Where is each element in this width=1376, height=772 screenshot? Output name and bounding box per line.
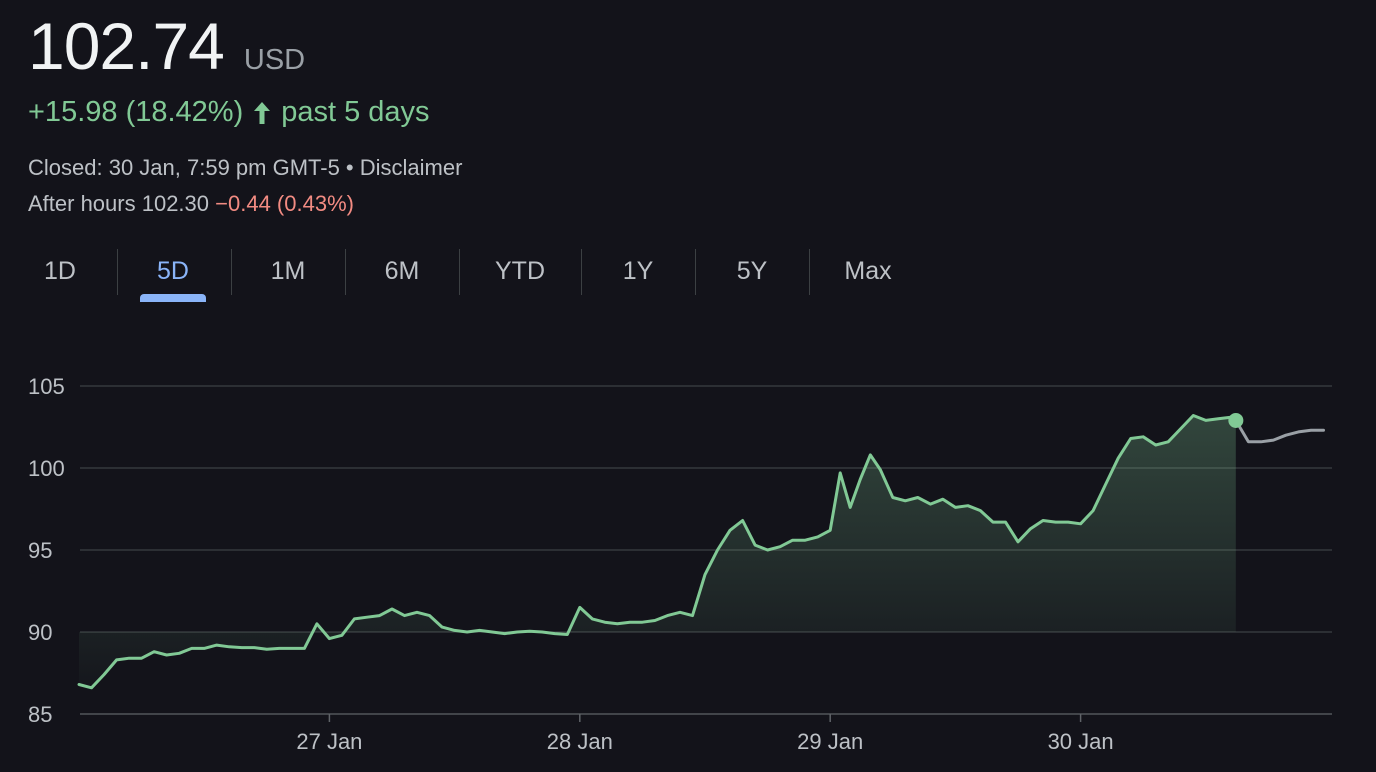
price-header: 102.74 USD: [28, 6, 305, 86]
y-tick-label: 105: [28, 374, 65, 399]
tab-1d[interactable]: 1D: [44, 257, 76, 285]
after-hours-price: After hours 102.30: [28, 191, 210, 216]
y-tick-label: 90: [28, 620, 52, 645]
after-hours-change: −0.44 (0.43%): [215, 191, 354, 216]
tab-1m[interactable]: 1M: [270, 257, 306, 285]
change-value: +15.98 (18.42%): [28, 96, 244, 128]
last-close-point: [1228, 412, 1244, 428]
tab-6m[interactable]: 6M: [384, 257, 420, 285]
after-hours-info: After hours 102.30 −0.44 (0.43%): [28, 191, 354, 217]
change-period: past 5 days: [281, 96, 430, 128]
tab-divider: [117, 249, 118, 295]
tab-divider: [695, 249, 696, 295]
current-price: 102.74: [28, 9, 225, 83]
x-tick-label: 30 Jan: [1048, 729, 1114, 754]
y-tick-label: 100: [28, 456, 65, 481]
x-tick-label: 28 Jan: [547, 729, 613, 754]
tab-divider: [345, 249, 346, 295]
y-tick-label: 85: [28, 702, 52, 727]
tab-divider: [231, 249, 232, 295]
range-tabs: 1D 5D 1M 6M YTD 1Y 5Y Max: [0, 248, 940, 304]
tab-max[interactable]: Max: [844, 257, 892, 285]
market-status: Closed: 30 Jan, 7:59 pm GMT-5 • Disclaim…: [28, 155, 462, 181]
series-line-after-hours: [1234, 418, 1325, 444]
y-tick-label: 95: [28, 538, 52, 563]
arrow-up-icon: [251, 100, 273, 126]
x-tick-label: 29 Jan: [797, 729, 863, 754]
price-change: +15.98 (18.42%) past 5 days: [28, 96, 430, 129]
tab-ytd[interactable]: YTD: [495, 257, 545, 285]
x-tick-label: 27 Jan: [296, 729, 362, 754]
tab-5y[interactable]: 5Y: [736, 257, 768, 285]
series-line-regular: [77, 414, 1238, 690]
tab-divider: [581, 249, 582, 295]
active-tab-indicator: [140, 294, 206, 302]
tab-1y[interactable]: 1Y: [622, 257, 654, 285]
closed-time: Closed: 30 Jan, 7:59 pm GMT-5 •: [28, 155, 360, 180]
tab-5d[interactable]: 5D: [157, 257, 189, 285]
currency-label: USD: [243, 44, 306, 76]
disclaimer-link[interactable]: Disclaimer: [359, 155, 463, 180]
tab-divider: [459, 249, 460, 295]
tab-divider: [809, 249, 810, 295]
regular-session-area: [79, 415, 1236, 688]
